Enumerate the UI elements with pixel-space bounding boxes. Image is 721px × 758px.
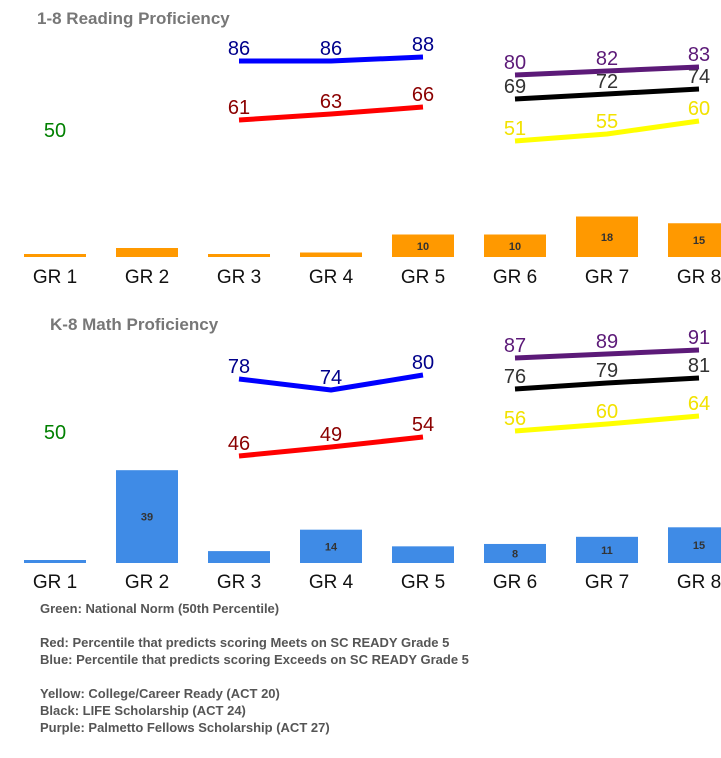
black-line-label: 81 — [688, 355, 710, 377]
legend-blue: Blue: Percentile that predicts scoring E… — [40, 652, 469, 667]
bar-2 — [116, 470, 178, 563]
red-line-label: 54 — [412, 414, 434, 436]
blue-line-label: 86 — [228, 38, 250, 60]
bar-8 — [668, 223, 721, 257]
black-line-label: 72 — [596, 71, 618, 93]
bar-5 — [392, 234, 454, 257]
red-percentile-line — [238, 434, 424, 459]
bar-7 — [576, 536, 638, 563]
category-label: GR 4 — [309, 267, 354, 288]
purple-line-label: 91 — [688, 327, 710, 349]
blue-percentile-line — [239, 54, 424, 64]
category-label: GR 6 — [493, 572, 537, 593]
category-label: GR 1 — [33, 572, 77, 593]
red-line-label: 49 — [320, 424, 342, 446]
red-line-label: 66 — [412, 84, 434, 106]
bar-7 — [576, 216, 638, 257]
purple-line-label: 82 — [596, 48, 618, 70]
blue-line-label: 86 — [320, 38, 342, 60]
green-line-label: 50 — [136, 0, 158, 5]
blue-line-label: 74 — [320, 367, 342, 389]
bar-6 — [484, 543, 546, 563]
category-label: GR 4 — [309, 572, 354, 593]
black-percentile-line — [514, 86, 700, 102]
bar-value-label: 15 — [693, 540, 705, 552]
category-label: GR 6 — [493, 267, 537, 288]
purple-line-label: 83 — [688, 44, 710, 66]
purple-line-label: 89 — [596, 331, 618, 353]
bar-6 — [484, 234, 546, 257]
category-label: GR 7 — [585, 267, 629, 288]
black-line-label: 74 — [688, 66, 710, 88]
green-line-label: 50 — [136, 0, 158, 5]
bar-value-label: 10 — [417, 241, 429, 253]
bar-5 — [392, 546, 454, 563]
legend-spacer — [40, 668, 700, 685]
legend-yellow: Yellow: College/Career Ready (ACT 20) — [40, 686, 280, 701]
black-line-label: 69 — [504, 76, 526, 98]
purple-line-label: 87 — [504, 335, 526, 357]
black-line-label: 76 — [504, 366, 526, 388]
legend-black: Black: LIFE Scholarship (ACT 24) — [40, 703, 246, 718]
bar-1 — [24, 254, 86, 257]
category-label: GR 2 — [125, 267, 169, 288]
bar-2 — [116, 248, 178, 257]
proficiency-charts: 1-8 Reading Proficiency 10 10 18 15 GR 1 GR 2 G… — [24, 0, 721, 593]
category-label: GR 8 — [677, 572, 721, 593]
bar-4 — [300, 529, 362, 563]
purple-percentile-line — [514, 64, 700, 78]
category-label: GR 5 — [401, 572, 445, 593]
yellow-line-label: 51 — [504, 118, 526, 140]
bar-8 — [668, 527, 721, 563]
purple-line-label: 80 — [504, 52, 526, 74]
legend-purple: Purple: Palmetto Fellows Scholarship (AC… — [40, 720, 330, 735]
bar-value-label: 11 — [601, 545, 613, 557]
legend-spacer — [40, 617, 700, 634]
bar-value-label: 8 — [512, 548, 518, 560]
green-line-label: 50 — [44, 120, 66, 142]
purple-percentile-line — [514, 347, 700, 361]
bar-value-label: 18 — [601, 232, 613, 244]
legend-green: Green: National Norm (50th Percentile) — [40, 601, 280, 616]
category-label: GR 7 — [585, 572, 629, 593]
red-line-label: 46 — [228, 433, 250, 455]
red-line-label: 61 — [228, 97, 250, 119]
blue-line-label: 88 — [412, 34, 434, 56]
category-label: GR 2 — [125, 572, 169, 593]
bar-value-label: 15 — [693, 235, 705, 247]
bar-value-label: 14 — [325, 541, 338, 553]
chart-title: K-8 Math Proficiency — [50, 315, 219, 334]
yellow-line-label: 60 — [688, 98, 710, 120]
category-label: GR 3 — [217, 572, 261, 593]
yellow-line-label: 55 — [596, 111, 618, 133]
bar-3 — [208, 551, 270, 563]
yellow-line-label: 64 — [688, 393, 710, 415]
category-label: GR 5 — [401, 267, 445, 288]
red-line-label: 63 — [320, 91, 342, 113]
bar-value-label: 10 — [509, 241, 521, 253]
yellow-percentile-line — [514, 413, 700, 434]
yellow-line-label: 56 — [504, 408, 526, 430]
legend: Green: National Norm (50th Percentile) R… — [40, 600, 700, 736]
yellow-line-label: 60 — [596, 401, 618, 423]
category-label: GR 1 — [33, 267, 77, 288]
yellow-percentile-line — [514, 118, 700, 144]
category-label: GR 8 — [677, 267, 721, 288]
blue-line-label: 78 — [228, 356, 250, 378]
bar-value-label: 39 — [141, 512, 153, 524]
black-line-label: 79 — [596, 360, 618, 382]
bar-3 — [208, 254, 270, 257]
category-label: GR 3 — [217, 267, 261, 288]
bar-4 — [300, 252, 362, 257]
legend-red: Red: Percentile that predicts scoring Me… — [40, 635, 450, 650]
red-percentile-line — [238, 104, 424, 123]
blue-percentile-line — [238, 372, 424, 393]
blue-line-label: 80 — [412, 352, 434, 374]
chart-title: 1-8 Reading Proficiency — [37, 9, 230, 28]
black-percentile-line — [514, 375, 700, 392]
green-line-label: 50 — [44, 422, 66, 444]
bar-1 — [24, 560, 86, 563]
